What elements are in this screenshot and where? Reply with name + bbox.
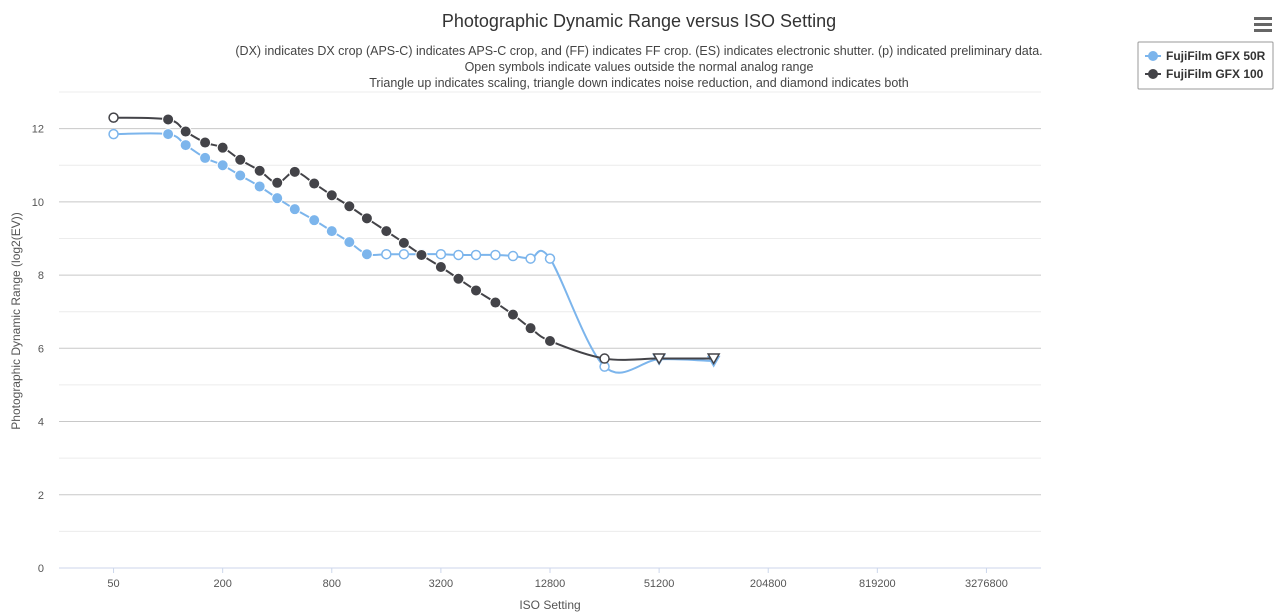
legend-marker-gfx-50r: [1148, 51, 1158, 61]
data-point[interactable]: [108, 128, 119, 140]
y-tick-label: 2: [38, 490, 44, 502]
y-tick-label: 4: [38, 417, 44, 429]
data-point[interactable]: [380, 225, 393, 238]
y-tick-label: 10: [32, 197, 44, 209]
data-point[interactable]: [599, 353, 610, 364]
chart-subtitle-line-2: Open symbols indicate values outside the…: [465, 60, 814, 74]
data-point[interactable]: [325, 225, 338, 238]
x-tick-label: 800: [323, 578, 341, 590]
data-point[interactable]: [398, 248, 410, 260]
data-point[interactable]: [435, 248, 447, 260]
chart-subtitle-line-3: Triangle up indicates scaling, triangle …: [369, 76, 909, 90]
data-point[interactable]: [507, 250, 519, 262]
data-point[interactable]: [706, 353, 721, 366]
chart-subtitle-line-1: (DX) indicates DX crop (APS-C) indicates…: [235, 44, 1042, 58]
x-tick-label: 50: [107, 578, 119, 590]
data-point[interactable]: [234, 169, 247, 182]
x-tick-label: 204800: [750, 578, 787, 590]
legend-label-gfx-50r: FujiFilm GFX 50R: [1166, 49, 1266, 63]
x-tick-label: 51200: [644, 578, 675, 590]
series-1: [108, 128, 721, 374]
data-point[interactable]: [288, 165, 301, 178]
data-point[interactable]: [308, 177, 321, 190]
data-point[interactable]: [525, 253, 536, 264]
data-point[interactable]: [544, 334, 556, 347]
data-point[interactable]: [415, 248, 428, 261]
data-point[interactable]: [199, 136, 212, 149]
data-point[interactable]: [434, 261, 447, 274]
x-axis-ticks: 50 200 800 3200 12800 51200 204800 819200 327680…: [107, 568, 1008, 590]
data-point[interactable]: [288, 203, 301, 216]
data-point[interactable]: [343, 236, 356, 249]
series-layer: [108, 112, 721, 374]
legend-label-gfx-100: FujiFilm GFX 100: [1166, 67, 1264, 81]
data-point[interactable]: [524, 322, 537, 335]
data-point[interactable]: [343, 200, 356, 213]
data-point[interactable]: [490, 249, 501, 261]
data-point[interactable]: [271, 192, 284, 205]
legend-item-gfx-100[interactable]: FujiFilm GFX 100: [1145, 67, 1264, 81]
data-point[interactable]: [544, 253, 556, 264]
data-point[interactable]: [216, 159, 229, 172]
y-axis-ticks: 0 2 4 6 8 10 12: [32, 124, 44, 575]
data-point[interactable]: [308, 214, 321, 227]
data-point[interactable]: [470, 284, 483, 297]
data-point[interactable]: [253, 180, 266, 193]
data-point[interactable]: [360, 248, 373, 261]
data-point[interactable]: [489, 296, 502, 309]
y-tick-label: 6: [38, 343, 44, 355]
data-point[interactable]: [271, 176, 284, 189]
legend-marker-gfx-100: [1148, 69, 1158, 79]
data-point[interactable]: [179, 125, 192, 138]
legend: FujiFilm GFX 50R FujiFilm GFX 100: [1137, 41, 1274, 90]
x-axis-title: ISO Setting: [519, 598, 580, 612]
hamburger-menu-icon[interactable]: [1250, 12, 1276, 38]
data-point[interactable]: [452, 272, 465, 285]
data-point[interactable]: [253, 164, 266, 177]
data-point[interactable]: [397, 236, 410, 249]
data-point[interactable]: [162, 113, 175, 126]
x-tick-label: 819200: [859, 578, 896, 590]
chart-title: Photographic Dynamic Range versus ISO Se…: [442, 11, 836, 31]
data-point[interactable]: [381, 248, 392, 260]
series-line: [113, 132, 714, 374]
x-tick-label: 3200: [429, 578, 453, 590]
data-point[interactable]: [652, 353, 666, 366]
data-point[interactable]: [108, 112, 119, 123]
data-point[interactable]: [360, 212, 373, 225]
data-point[interactable]: [470, 249, 482, 261]
series-2: [108, 112, 721, 366]
data-point[interactable]: [216, 141, 229, 154]
data-point[interactable]: [507, 308, 520, 321]
data-point[interactable]: [453, 249, 464, 261]
y-tick-label: 12: [32, 124, 44, 136]
data-point[interactable]: [179, 139, 192, 152]
data-point[interactable]: [162, 128, 175, 141]
y-tick-label: 0: [38, 563, 44, 575]
data-point[interactable]: [199, 151, 212, 164]
y-axis-title: Photographic Dynamic Range (log2(EV)): [9, 212, 23, 429]
data-point[interactable]: [234, 153, 247, 166]
x-tick-label: 12800: [535, 578, 566, 590]
x-tick-label: 3276800: [965, 578, 1008, 590]
data-point[interactable]: [325, 189, 338, 202]
y-tick-label: 8: [38, 270, 44, 282]
legend-item-gfx-50r[interactable]: FujiFilm GFX 50R: [1145, 49, 1266, 63]
x-tick-label: 200: [213, 578, 231, 590]
